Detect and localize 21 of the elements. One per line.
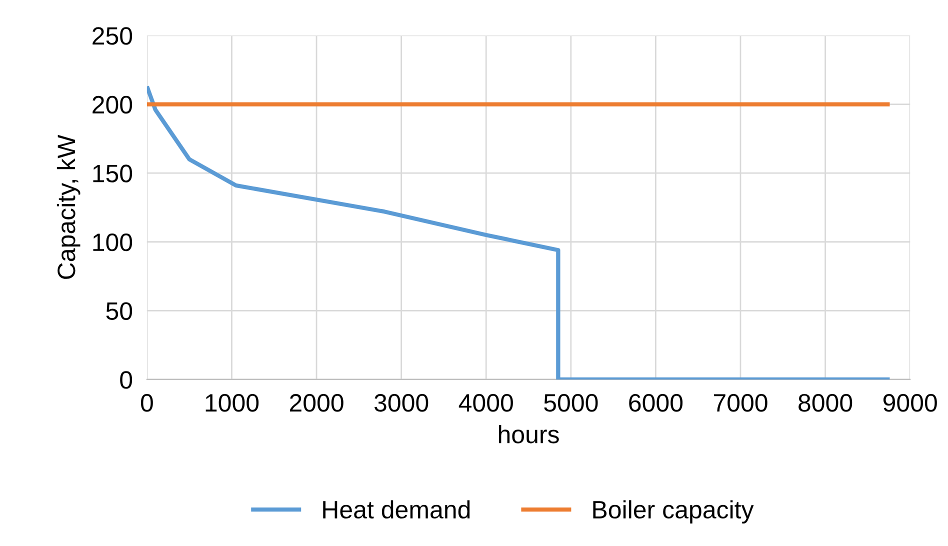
x-axis-title: hours: [498, 424, 559, 444]
y-tick-label: 200: [92, 96, 132, 114]
x-tick-label: 5000: [544, 394, 598, 412]
x-tick-label: 1000: [206, 394, 259, 412]
legend-label: Heat demand: [323, 500, 470, 519]
x-tick-label: 7000: [714, 394, 768, 412]
x-tick-label: 2000: [290, 394, 344, 412]
y-tick-label: 150: [93, 164, 132, 182]
y-tick-label: 250: [92, 27, 132, 45]
y-axis-title: Capacity, kW: [56, 134, 80, 279]
y-tick-label: 0: [120, 371, 132, 389]
x-tick-label: 4000: [458, 394, 513, 412]
x-tick-label: 3000: [374, 394, 428, 412]
x-tick-label: 8000: [798, 394, 852, 412]
line-series: [146, 84, 892, 380]
x-tick-label: 6000: [629, 394, 683, 412]
x-tick-label: 9000: [883, 394, 937, 412]
y-tick-label: 50: [106, 302, 132, 320]
legend-label: Boiler capacity: [593, 500, 754, 524]
x-tick-label: 0: [140, 394, 153, 412]
y-tick-label: 100: [93, 233, 132, 252]
